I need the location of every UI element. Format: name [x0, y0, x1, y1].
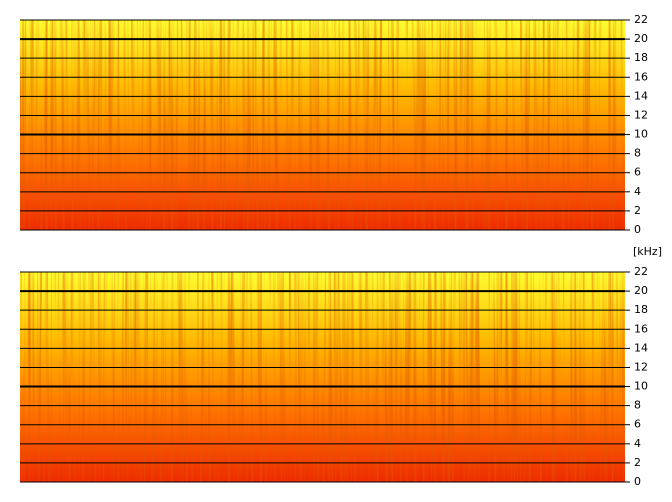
y-tick-label: 4 [634, 437, 641, 450]
y-tick-label: 2 [634, 456, 641, 469]
y-tick-label: 12 [634, 360, 648, 373]
y-tick-label: 10 [634, 380, 648, 393]
y-tick-label: 14 [634, 89, 648, 102]
y-tick-label: 22 [634, 13, 648, 26]
y-tick-label: 16 [634, 322, 648, 335]
y-tick-label: 14 [634, 341, 648, 354]
y-tick-label: 12 [634, 108, 648, 121]
y-tick-label: 20 [634, 32, 648, 45]
y-tick-label: 22 [634, 265, 648, 278]
y-tick-label: 2 [634, 204, 641, 217]
y-tick-label: 20 [634, 284, 648, 297]
spectrogram-texture [20, 20, 625, 230]
y-tick-label: 18 [634, 303, 648, 316]
y-tick-label: 8 [634, 399, 641, 412]
spectrogram-texture [20, 272, 625, 482]
y-tick-label: 16 [634, 70, 648, 83]
y-tick-label: 0 [634, 475, 641, 488]
y-tick-label: 6 [634, 418, 641, 431]
y-axis-label: [kHz] [633, 245, 662, 258]
y-tick-label: 0 [634, 223, 641, 236]
y-tick-label: 6 [634, 166, 641, 179]
y-tick-label: 10 [634, 128, 648, 141]
y-tick-label: 4 [634, 185, 641, 198]
y-tick-label: 18 [634, 51, 648, 64]
y-tick-label: 8 [634, 147, 641, 160]
